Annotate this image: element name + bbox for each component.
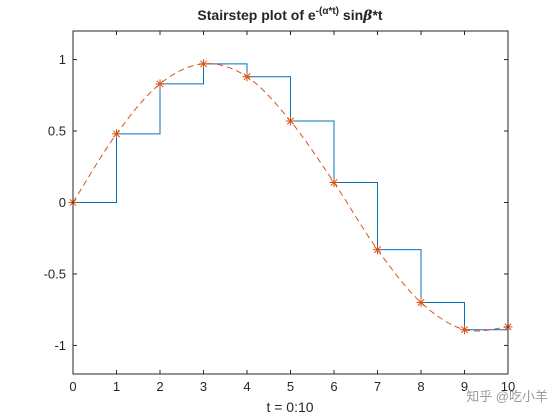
x-tick-label: 8 [417, 379, 424, 394]
x-tick-label: 2 [156, 379, 163, 394]
title-middle: sin [339, 7, 363, 23]
series-layer [68, 59, 513, 335]
x-tick-label: 9 [461, 379, 468, 394]
axes-box [72, 30, 509, 375]
x-tick-label: 4 [243, 379, 250, 394]
y-tick-label: -1 [54, 338, 66, 353]
watermark-text: 知乎 @吃小羊 [466, 389, 548, 404]
x-tick-label: 3 [200, 379, 207, 394]
x-tick-label: 6 [330, 379, 337, 394]
x-axis-label: t = 0:10 [266, 399, 313, 415]
chart-title: Stairstep plot of e-(α*t) sinβ*t [197, 6, 382, 24]
y-axis-ticks: 1 0.5 0 -0.5 -1 [44, 52, 508, 353]
x-tick-label: 10 [501, 379, 515, 394]
y-tick-label: -0.5 [44, 266, 66, 281]
asterisk-marker [286, 116, 295, 126]
asterisk-marker [373, 245, 382, 255]
y-tick-label: 1 [59, 52, 66, 67]
asterisk-marker [155, 79, 165, 89]
x-axis-ticks: 0 1 2 3 4 5 6 7 8 9 10 [69, 31, 515, 394]
x-tick-label: 7 [374, 379, 381, 394]
asterisk-marker [460, 325, 469, 335]
asterisk-marker [416, 298, 426, 308]
asterisk-marker [329, 177, 339, 187]
asterisk-marker [199, 59, 208, 69]
asterisk-marker [112, 129, 121, 139]
y-tick-label: 0.5 [48, 124, 66, 139]
title-superscript: -(α*t) [316, 6, 339, 17]
asterisk-marker [242, 72, 252, 82]
title-prefix: Stairstep plot of e [197, 7, 315, 23]
x-tick-label: 5 [287, 379, 294, 394]
x-tick-label: 1 [113, 379, 120, 394]
title-beta: β [362, 8, 373, 24]
title-suffix: *t [372, 7, 382, 23]
x-tick-label: 0 [69, 379, 76, 394]
y-tick-label: 0 [59, 195, 66, 210]
